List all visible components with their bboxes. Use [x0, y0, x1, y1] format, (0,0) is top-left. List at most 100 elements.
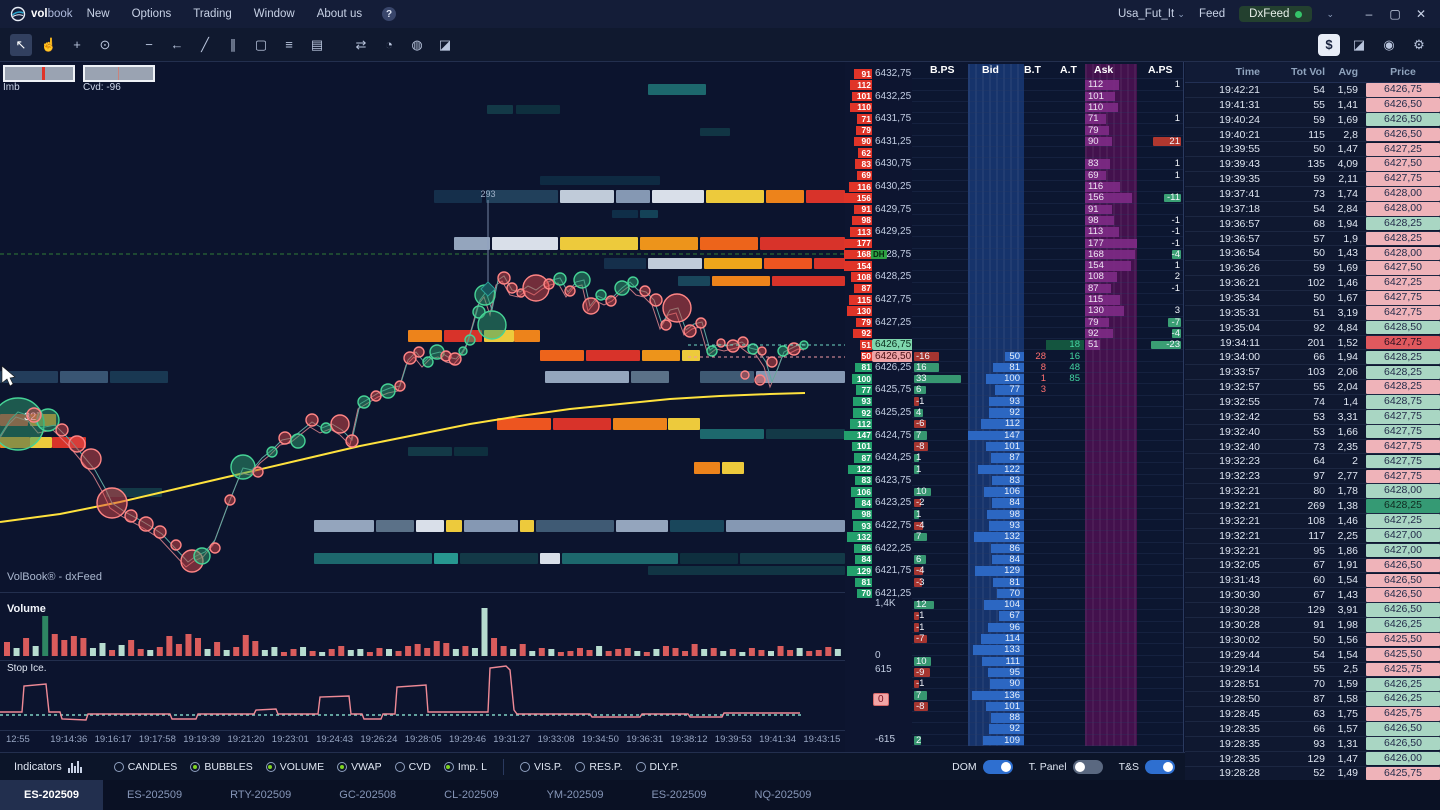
dom-row[interactable]: 87 -1 [912, 283, 1183, 294]
dom-row[interactable]: 2 109 [912, 735, 1183, 746]
panel-toggle-dom[interactable]: DOM [952, 760, 1013, 774]
dom-row[interactable]: 156 -11 [912, 192, 1183, 204]
dom-row[interactable]: -1 93 [912, 396, 1183, 407]
eraser-icon[interactable]: ◪ [438, 36, 452, 52]
dom-row[interactable]: 115 [912, 294, 1183, 306]
restore-icon[interactable]: ▢ [1389, 7, 1401, 21]
indicators-button[interactable]: Indicators [0, 761, 96, 773]
dom-row[interactable]: 12 104 [912, 599, 1183, 611]
rectangle-icon[interactable]: ▢ [254, 36, 268, 52]
dom-row[interactable]: 70 [912, 588, 1183, 600]
menu-trading[interactable]: Trading [193, 8, 232, 20]
indicator-toggle-volume[interactable]: VOLUME [265, 761, 324, 773]
dom-row[interactable]: 92 [912, 723, 1183, 735]
sliders-icon[interactable]: ⇄ [355, 36, 367, 52]
pause-icon[interactable]: ◉ [1383, 36, 1395, 52]
menu-window[interactable]: Window [253, 8, 295, 20]
dom-row[interactable]: 168 -4 [912, 249, 1183, 261]
dom-row[interactable]: 1 122 [912, 464, 1183, 475]
dom-row[interactable]: 91 [912, 204, 1183, 215]
dom-row[interactable]: 10 111 [912, 656, 1183, 667]
dom-row[interactable]: -4 129 [912, 565, 1183, 577]
menu-about-us[interactable]: About us [316, 8, 363, 20]
tab-es-202509-0[interactable]: ES-202509 [0, 780, 104, 810]
dom-row[interactable]: 92 -4 [912, 328, 1183, 340]
indicator-toggle-bubbles[interactable]: BUBBLES [190, 761, 253, 773]
dom-row[interactable]: 10 106 [912, 486, 1183, 498]
dom-row[interactable]: -4 93 [912, 520, 1183, 532]
dom-row[interactable]: 79 -7 [912, 317, 1183, 328]
dom-row[interactable]: -2 84 [912, 497, 1183, 509]
lines-icon[interactable]: ≡ [285, 37, 293, 52]
dom-row[interactable]: 86 [912, 543, 1183, 554]
dom-row[interactable]: -7 114 [912, 633, 1183, 645]
account-selector[interactable]: Usa_Fut_It ⌄ [1117, 8, 1185, 20]
indicator-toggle-cvd[interactable]: CVD [394, 761, 431, 773]
dom-row[interactable]: 133 [912, 644, 1183, 656]
dom-row[interactable]: -1 67 [912, 610, 1183, 622]
trendline-icon[interactable]: ╱ [201, 36, 209, 52]
chart-canvas[interactable]: 327293 Imb Cvd: -96 VolBook® - dxFeed Vo… [0, 62, 845, 752]
dom-row[interactable]: 116 [912, 181, 1183, 193]
tab-nq-202509-7[interactable]: NQ-202509 [754, 789, 812, 801]
indicator-toggle-vwap[interactable]: VWAP [337, 761, 382, 773]
crosshair-icon[interactable]: + [73, 37, 81, 52]
zoom-icon[interactable]: ⊙ [99, 36, 111, 52]
clear-icon[interactable]: ◪ [1352, 36, 1366, 52]
dom-row[interactable]: 16 81 8 48 [912, 362, 1183, 374]
dom-row[interactable]: 79 [912, 125, 1183, 136]
feed-status[interactable]: DxFeed [1239, 6, 1313, 22]
dollar-icon[interactable]: $ [1318, 33, 1340, 56]
settings-icon[interactable]: ⚙ [1413, 36, 1425, 52]
pointer-icon[interactable]: ☝ [40, 36, 58, 52]
tab-rty-202509-2[interactable]: RTY-202509 [230, 789, 292, 801]
dom-row[interactable]: 4 92 [912, 407, 1183, 419]
dense-lines-icon[interactable]: ▤ [310, 36, 324, 52]
help-icon[interactable]: ? [382, 7, 397, 21]
dom-row[interactable]: 88 [912, 712, 1183, 724]
dom-row[interactable]: 90 21 [912, 136, 1183, 148]
panel-toggle-t-s[interactable]: T&S [1119, 760, 1175, 774]
dom-row[interactable]: 6 77 3 [912, 384, 1183, 396]
dom-row[interactable]: 1 98 [912, 509, 1183, 520]
dom-row[interactable]: 83 1 [912, 158, 1183, 170]
dom-row[interactable] [912, 147, 1183, 159]
panel-toggle-t-panel[interactable]: T. Panel [1029, 760, 1103, 774]
dom-row[interactable]: -16 50 28 16 [912, 351, 1183, 362]
dom-row[interactable]: 83 [912, 475, 1183, 487]
feed-chevron-icon[interactable]: ⌄ [1326, 8, 1334, 19]
indicator-toggle-res-p-[interactable]: RES.P. [575, 761, 623, 773]
cursor-icon[interactable]: ↖ [10, 33, 32, 56]
dom-row[interactable]: 7 132 [912, 531, 1183, 543]
tab-es-202509-6[interactable]: ES-202509 [651, 789, 707, 801]
indicator-toggle-candles[interactable]: CANDLES [113, 761, 177, 773]
dom-row[interactable] [912, 68, 1183, 80]
menu-new[interactable]: New [86, 8, 110, 20]
tab-ym-202509-5[interactable]: YM-202509 [546, 789, 604, 801]
dom-row[interactable]: 7 147 [912, 430, 1183, 441]
dom-row[interactable]: 112 1 [912, 79, 1183, 91]
dom-row[interactable]: 110 [912, 102, 1183, 114]
dom-row[interactable]: 101 [912, 91, 1183, 102]
dom-row[interactable]: 1 87 [912, 452, 1183, 464]
dom-row[interactable]: 33 100 1 85 [912, 373, 1183, 385]
tab-gc-202508-3[interactable]: GC-202508 [339, 789, 397, 801]
dom-row[interactable]: 130 3 [912, 305, 1183, 317]
tab-cl-202509-4[interactable]: CL-202509 [444, 789, 499, 801]
dom-row[interactable]: 71 1 [912, 113, 1183, 125]
parallel-lines-icon[interactable]: ∥ [229, 36, 237, 52]
close-icon[interactable]: ✕ [1415, 7, 1427, 21]
arrow-left-icon[interactable]: ← [170, 37, 184, 52]
dom-row[interactable]: 113 -1 [912, 226, 1183, 238]
price-scale[interactable]: 91 6432,75 112 101 6432,25 110 71 6431,75 79 90 64… [844, 62, 915, 752]
dom-row[interactable]: 177 -1 [912, 238, 1183, 249]
dom-row[interactable]: -8 101 [912, 701, 1183, 713]
minimize-icon[interactable]: – [1365, 7, 1373, 21]
dom-row[interactable]: -9 95 [912, 667, 1183, 679]
dom-row[interactable]: 7 136 [912, 690, 1183, 701]
dom-row[interactable]: -3 81 [912, 577, 1183, 588]
dom-row[interactable]: -8 101 [912, 441, 1183, 453]
tab-es-202509-1[interactable]: ES-202509 [127, 789, 183, 801]
menu-options[interactable]: Options [131, 8, 172, 20]
dom-row[interactable]: -1 90 [912, 678, 1183, 690]
